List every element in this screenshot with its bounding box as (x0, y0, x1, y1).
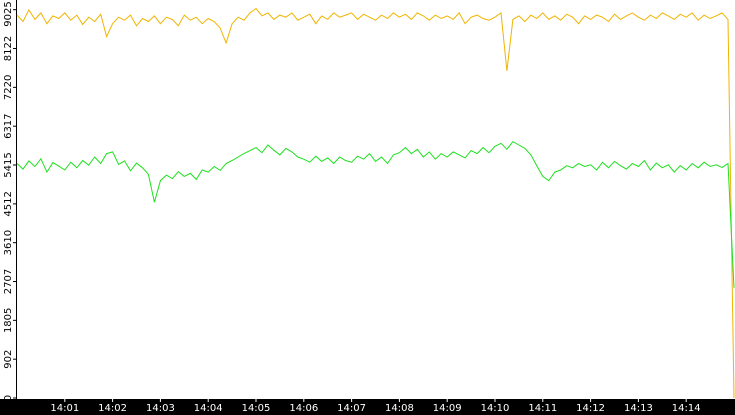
series-line (16, 140, 735, 288)
x-tick-label: 14:09 (433, 403, 462, 414)
y-tick-label: 9025 (3, 1, 14, 26)
y-tick-label: 2707 (3, 269, 14, 294)
x-tick-label: 14:11 (528, 403, 557, 414)
y-tick-label: 0 (3, 395, 14, 401)
y-tick-label: 1805 (3, 308, 14, 333)
x-tick-label: 14:06 (289, 403, 318, 414)
x-tick-label: 14:05 (242, 403, 271, 414)
series-line (16, 7, 735, 399)
x-tick-label: 14:13 (624, 403, 653, 414)
y-tick-label: 8122 (3, 36, 14, 61)
x-tick-label: 14:12 (576, 403, 605, 414)
x-tick-label: 14:10 (481, 403, 510, 414)
x-tick-label: 14:07 (337, 403, 366, 414)
y-tick-label: 902 (3, 350, 14, 369)
x-tick-label: 14:08 (385, 403, 414, 414)
x-tick-label: 14:14 (672, 403, 701, 414)
x-tick-label: 14:01 (50, 403, 79, 414)
y-tick-label: 5415 (3, 152, 14, 177)
x-axis-band (0, 399, 735, 415)
y-tick-label: 4512 (3, 191, 14, 216)
x-tick-label: 14:03 (146, 403, 175, 414)
x-tick-label: 14:04 (194, 403, 223, 414)
x-tick-label: 14:02 (98, 403, 127, 414)
y-tick-label: 6317 (3, 113, 14, 138)
y-tick-label: 3610 (3, 230, 14, 255)
y-tick-label: 7220 (3, 75, 14, 100)
